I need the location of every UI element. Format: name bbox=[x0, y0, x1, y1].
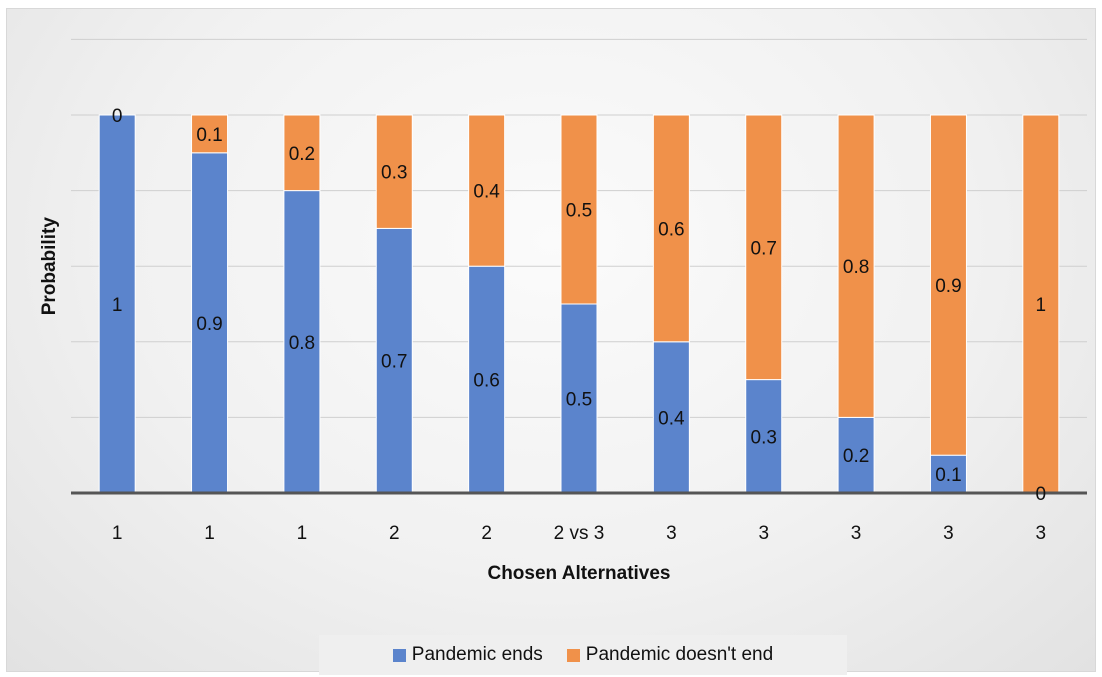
bar-pandemic-ends bbox=[560, 303, 598, 494]
data-label-pandemic-ends: 0 bbox=[1036, 484, 1047, 505]
bar-pandemic-doesnt-end bbox=[1022, 114, 1060, 494]
bar-pandemic-doesnt-end bbox=[745, 114, 783, 381]
legend-label-pandemic-doesnt-end: Pandemic doesn't end bbox=[585, 644, 774, 665]
x-tick-label: 3 bbox=[758, 523, 769, 544]
x-tick-labels: 1 1 1 2 2 2 vs 3 3 3 3 3 3 bbox=[112, 523, 1046, 544]
bar-pandemic-ends bbox=[375, 227, 413, 494]
bars bbox=[98, 114, 1060, 494]
x-tick-label: 2 bbox=[389, 523, 400, 544]
data-labels: 1 0 0.9 0.1 0.8 0.2 0.7 0.3 0.6 0.4 0.5 0.5 0.4 0.6 0.… bbox=[112, 106, 1046, 505]
bar-pandemic-ends bbox=[191, 152, 229, 494]
bar-pandemic-doesnt-end bbox=[191, 114, 229, 154]
data-label-pandemic-doesnt-end: 0.1 bbox=[196, 125, 222, 146]
data-label-pandemic-doesnt-end: 0.7 bbox=[751, 238, 777, 259]
stacked-bar-chart: 1 0 0.9 0.1 0.8 0.2 0.7 0.3 0.6 0.4 0.5 0.5 0.4 0.6 0.… bbox=[39, 38, 1087, 584]
x-tick-label: 3 bbox=[943, 523, 954, 544]
data-label-pandemic-ends: 0.6 bbox=[473, 371, 499, 392]
bar-pandemic-doesnt-end bbox=[560, 114, 598, 305]
data-label-pandemic-ends: 0.9 bbox=[196, 314, 222, 335]
bar-pandemic-doesnt-end bbox=[468, 114, 506, 267]
data-label-pandemic-ends: 1 bbox=[112, 295, 123, 316]
bar-pandemic-doesnt-end bbox=[375, 114, 413, 229]
data-label-pandemic-ends: 0.2 bbox=[843, 446, 869, 467]
bar-pandemic-doesnt-end bbox=[929, 114, 967, 456]
data-label-pandemic-doesnt-end: 0.4 bbox=[473, 182, 500, 203]
x-tick-label: 3 bbox=[1036, 523, 1047, 544]
y-axis-title: Probability bbox=[39, 217, 60, 316]
x-tick-label: 3 bbox=[851, 523, 862, 544]
data-label-pandemic-doesnt-end: 0.2 bbox=[289, 144, 315, 165]
data-label-pandemic-ends: 0.3 bbox=[751, 427, 777, 448]
x-tick-label: 2 bbox=[481, 523, 492, 544]
legend-item-pandemic-doesnt-end: Pandemic doesn't end bbox=[566, 644, 774, 666]
bar-pandemic-doesnt-end bbox=[652, 114, 690, 343]
x-tick-label: 3 bbox=[666, 523, 677, 544]
data-label-pandemic-doesnt-end: 0.6 bbox=[658, 219, 684, 240]
bar-pandemic-doesnt-end bbox=[837, 114, 875, 418]
x-tick-label: 1 bbox=[297, 523, 308, 544]
legend-swatch-orange bbox=[566, 648, 580, 662]
data-label-pandemic-ends: 0.7 bbox=[381, 352, 407, 373]
chart-frame: 1 0 0.9 0.1 0.8 0.2 0.7 0.3 0.6 0.4 0.5 0.5 0.4 0.6 0.… bbox=[6, 8, 1096, 675]
data-label-pandemic-ends: 0.4 bbox=[658, 408, 685, 429]
x-axis-title: Chosen Alternatives bbox=[487, 563, 670, 584]
legend-item-pandemic-ends: Pandemic ends bbox=[392, 644, 543, 666]
data-label-pandemic-doesnt-end: 0.9 bbox=[935, 276, 961, 297]
data-label-pandemic-ends: 0.1 bbox=[935, 465, 961, 486]
data-label-pandemic-doesnt-end: 0 bbox=[112, 106, 123, 127]
x-tick-label: 1 bbox=[112, 523, 123, 544]
x-tick-label: 2 vs 3 bbox=[554, 523, 605, 544]
legend-label-pandemic-ends: Pandemic ends bbox=[411, 644, 543, 665]
bar-pandemic-doesnt-end bbox=[283, 114, 321, 192]
data-label-pandemic-doesnt-end: 0.3 bbox=[381, 163, 407, 184]
bar-pandemic-ends bbox=[837, 416, 875, 494]
data-label-pandemic-ends: 0.5 bbox=[566, 390, 592, 411]
legend-swatch-blue bbox=[392, 648, 406, 662]
legend: Pandemic ends Pandemic doesn't end bbox=[319, 635, 847, 675]
data-label-pandemic-doesnt-end: 0.8 bbox=[843, 257, 869, 278]
data-label-pandemic-doesnt-end: 0.5 bbox=[566, 201, 592, 222]
data-label-pandemic-doesnt-end: 1 bbox=[1036, 295, 1047, 316]
bar-pandemic-ends bbox=[652, 341, 690, 494]
bar-pandemic-ends bbox=[468, 265, 506, 494]
data-label-pandemic-ends: 0.8 bbox=[289, 333, 315, 354]
bar-pandemic-ends bbox=[745, 379, 783, 494]
x-tick-label: 1 bbox=[204, 523, 215, 544]
